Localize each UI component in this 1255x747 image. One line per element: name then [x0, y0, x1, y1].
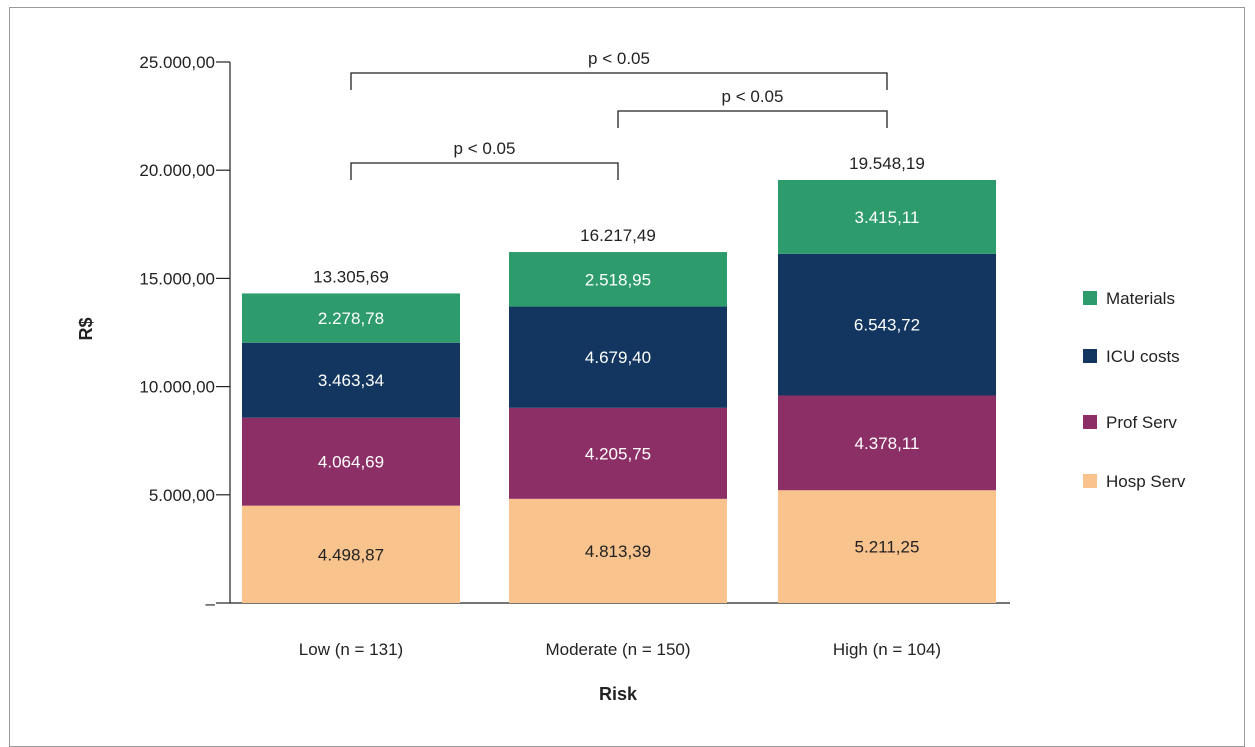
bar-segment — [778, 395, 996, 491]
stacked-bar-chart: – 5.000,00 10.000,00 15.000,00 20.000,00 25.0… — [76, 49, 1186, 704]
legend: Materials ICU costs Prof Serv Hosp Serv — [1083, 289, 1186, 491]
bar-value-label: 4.064,69 — [318, 453, 384, 472]
bar-segment — [242, 505, 460, 603]
y-tick-label: 15.000,00 — [139, 269, 215, 288]
bar-segment — [509, 498, 727, 603]
bar-segment — [778, 253, 996, 396]
y-tick-label: 5.000,00 — [149, 486, 215, 505]
legend-swatch — [1083, 474, 1097, 488]
bar-segment — [242, 417, 460, 506]
bar-value-label: 5.211,25 — [855, 538, 920, 557]
bar-value-label: 3.415,11 — [855, 208, 920, 227]
bar-value-label: 4.498,87 — [318, 545, 384, 564]
significance-label: p < 0.05 — [722, 87, 784, 106]
y-tick-label: – — [206, 594, 216, 613]
bar-segment — [242, 342, 460, 418]
bar-value-label: 6.543,72 — [854, 316, 920, 335]
legend-swatch — [1083, 349, 1097, 363]
x-tick-label: Moderate (n = 150) — [545, 640, 690, 659]
significance-bracket — [617, 110, 888, 128]
legend-swatch — [1083, 291, 1097, 305]
significance-brackets: p < 0.05 p < 0.05 p < 0.05 — [350, 49, 888, 180]
significance-label: p < 0.05 — [454, 139, 516, 158]
bar-value-label: 4.679,40 — [585, 348, 651, 367]
legend-label: Materials — [1106, 289, 1175, 308]
bar-value-label: 2.518,95 — [585, 270, 651, 289]
bar-value-label: 3.463,34 — [318, 371, 384, 390]
y-tick-label: 10.000,00 — [139, 378, 215, 397]
bar-segment — [509, 252, 727, 307]
bar-segment — [509, 407, 727, 499]
bar-value-label: 4.813,39 — [585, 542, 651, 561]
bar-total-label: 16.217,49 — [580, 226, 656, 245]
significance-bracket — [350, 162, 619, 180]
bar-segment — [778, 490, 996, 603]
y-tick-label: 20.000,00 — [139, 161, 215, 180]
x-axis-label: Risk — [599, 684, 638, 704]
significance-label: p < 0.05 — [588, 49, 650, 68]
x-tick-label: Low (n = 131) — [299, 640, 403, 659]
bar-value-label: 4.205,75 — [585, 444, 651, 463]
legend-swatch — [1083, 415, 1097, 429]
bar-segment — [509, 306, 727, 408]
bar-total-label: 13.305,69 — [313, 267, 389, 286]
significance-bracket — [350, 72, 888, 90]
legend-label: Hosp Serv — [1106, 472, 1186, 491]
legend-label: ICU costs — [1106, 347, 1180, 366]
bar-value-label: 2.278,78 — [318, 309, 384, 328]
y-axis-label: R$ — [76, 317, 96, 340]
bar-segment — [242, 293, 460, 343]
legend-label: Prof Serv — [1106, 413, 1177, 432]
bar-value-label: 4.378,11 — [855, 434, 920, 453]
bar-segment — [778, 179, 996, 254]
bar-total-label: 19.548,19 — [849, 154, 925, 173]
bars: 4.498,87 4.064,69 3.463,34 2.278,78 13.305,6… — [242, 154, 996, 659]
y-tick-label: 25.000,00 — [139, 53, 215, 72]
x-tick-label: High (n = 104) — [833, 640, 941, 659]
